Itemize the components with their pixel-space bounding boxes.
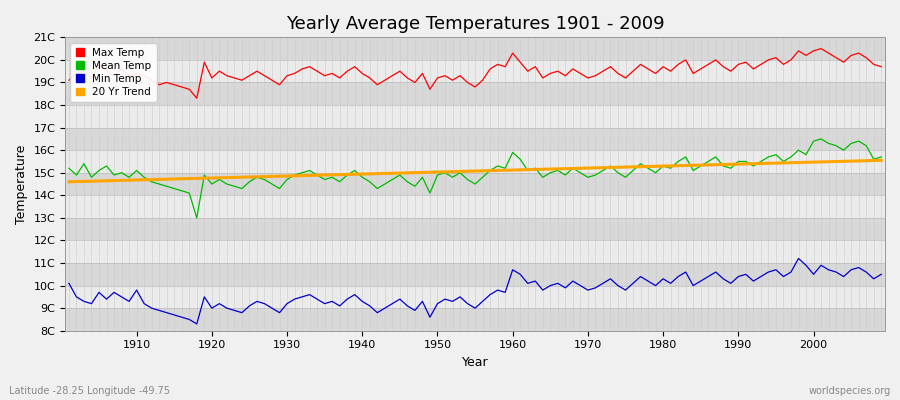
Text: worldspecies.org: worldspecies.org bbox=[809, 386, 891, 396]
Bar bbox=[65, 82, 885, 105]
Line: Min Temp: Min Temp bbox=[69, 258, 881, 324]
Bar bbox=[65, 286, 885, 308]
Line: Max Temp: Max Temp bbox=[69, 49, 881, 98]
Min Temp bbox=[876, 272, 886, 277]
Bar bbox=[65, 240, 885, 263]
20 Yr Trend bbox=[123, 178, 134, 182]
Max Temp bbox=[192, 96, 202, 101]
Bar bbox=[65, 218, 885, 240]
Text: Latitude -28.25 Longitude -49.75: Latitude -28.25 Longitude -49.75 bbox=[9, 386, 170, 396]
Min Temp bbox=[605, 276, 616, 281]
Max Temp bbox=[508, 51, 518, 56]
Min Temp bbox=[192, 322, 202, 326]
Min Temp bbox=[793, 256, 804, 261]
Mean Temp bbox=[64, 166, 75, 171]
Mean Temp bbox=[815, 136, 826, 141]
20 Yr Trend bbox=[876, 158, 886, 163]
Mean Temp bbox=[605, 164, 616, 168]
Max Temp bbox=[64, 78, 75, 83]
20 Yr Trend bbox=[508, 168, 518, 172]
Min Temp bbox=[342, 297, 353, 302]
Mean Temp bbox=[515, 157, 526, 162]
Bar bbox=[65, 105, 885, 128]
Legend: Max Temp, Mean Temp, Min Temp, 20 Yr Trend: Max Temp, Mean Temp, Min Temp, 20 Yr Tre… bbox=[70, 42, 157, 102]
Y-axis label: Temperature: Temperature bbox=[15, 144, 28, 224]
Min Temp bbox=[297, 294, 308, 299]
Max Temp bbox=[515, 60, 526, 64]
Bar bbox=[65, 60, 885, 82]
Min Temp bbox=[508, 267, 518, 272]
Line: Mean Temp: Mean Temp bbox=[69, 139, 881, 218]
Mean Temp bbox=[297, 170, 308, 175]
X-axis label: Year: Year bbox=[462, 356, 489, 369]
Bar bbox=[65, 263, 885, 286]
Bar bbox=[65, 37, 885, 60]
Max Temp bbox=[297, 66, 308, 71]
20 Yr Trend bbox=[500, 168, 510, 173]
20 Yr Trend bbox=[598, 165, 608, 170]
20 Yr Trend bbox=[64, 179, 75, 184]
Mean Temp bbox=[342, 173, 353, 178]
Line: 20 Yr Trend: 20 Yr Trend bbox=[69, 160, 881, 182]
Mean Temp bbox=[876, 154, 886, 159]
Bar bbox=[65, 173, 885, 195]
Max Temp bbox=[876, 64, 886, 69]
Bar bbox=[65, 308, 885, 331]
Min Temp bbox=[515, 272, 526, 277]
Mean Temp bbox=[123, 175, 134, 180]
Max Temp bbox=[123, 73, 134, 78]
Mean Temp bbox=[192, 216, 202, 220]
Bar bbox=[65, 195, 885, 218]
20 Yr Trend bbox=[334, 172, 345, 177]
Min Temp bbox=[64, 281, 75, 286]
Bar bbox=[65, 150, 885, 173]
Mean Temp bbox=[508, 150, 518, 155]
Max Temp bbox=[605, 64, 616, 69]
Title: Yearly Average Temperatures 1901 - 2009: Yearly Average Temperatures 1901 - 2009 bbox=[286, 15, 664, 33]
Max Temp bbox=[342, 69, 353, 74]
20 Yr Trend bbox=[289, 174, 300, 178]
Bar bbox=[65, 128, 885, 150]
Min Temp bbox=[123, 299, 134, 304]
Max Temp bbox=[815, 46, 826, 51]
